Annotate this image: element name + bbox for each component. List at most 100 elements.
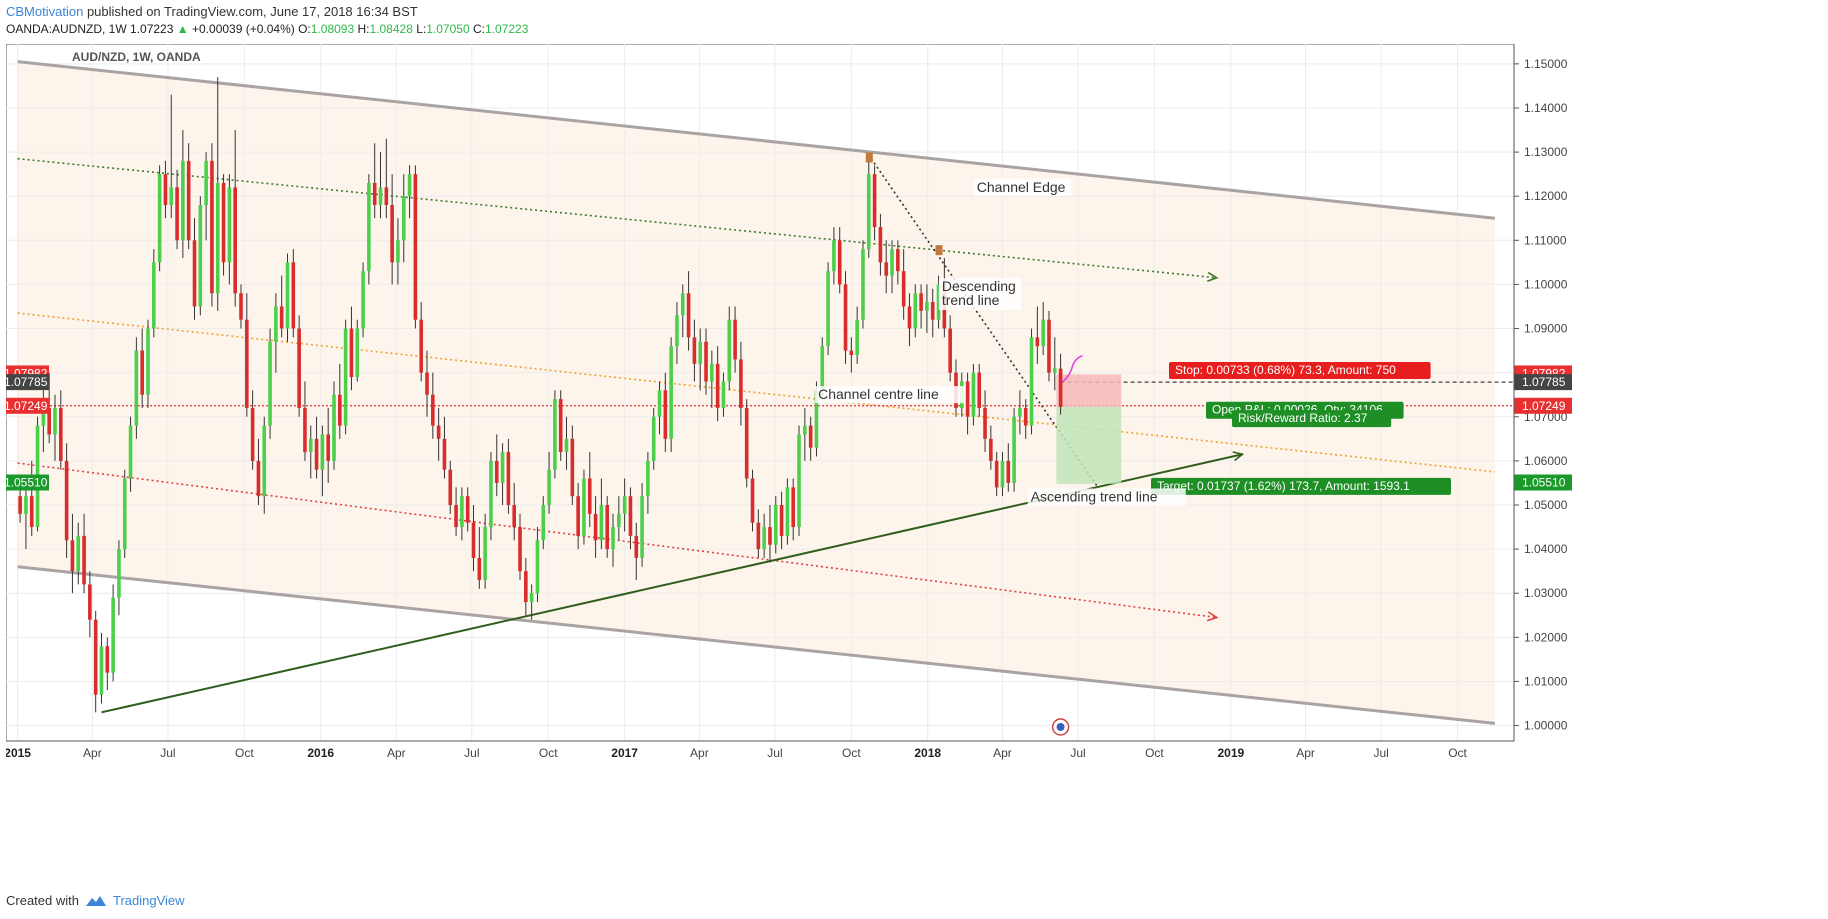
candle [890, 240, 894, 294]
change-up-icon: ▲ [176, 22, 189, 36]
candle-body [680, 293, 685, 316]
price-tag: 1.05510 [1514, 474, 1572, 491]
risk-reward-label-text: Risk/Reward Ratio: 2.37 [1238, 411, 1368, 425]
candle [494, 434, 499, 497]
candle [285, 253, 290, 342]
candle-body [541, 504, 546, 541]
candle-body [611, 527, 615, 550]
channel-edge-text: Channel Edge [977, 179, 1066, 195]
open-label: O: [298, 22, 311, 36]
candle [489, 452, 493, 541]
candle [872, 165, 877, 241]
price-tag-bg [1514, 474, 1572, 491]
candle-body [919, 293, 923, 311]
candle-body [646, 460, 650, 497]
candle-body [326, 434, 330, 461]
close-label: C: [472, 22, 485, 36]
symbol: OANDA:AUDNZD, 1W [6, 22, 127, 36]
candle-body [448, 469, 453, 505]
candle [460, 487, 464, 541]
candle-body [704, 341, 708, 382]
candle-body [163, 174, 168, 206]
candle [483, 513, 487, 589]
candle-body [227, 187, 232, 263]
y-tick-label: 1.11000 [1524, 233, 1567, 247]
risk-reward-label-bg [1232, 410, 1392, 428]
candle [576, 482, 580, 550]
candle [611, 513, 615, 567]
candle [401, 174, 406, 263]
candle [396, 218, 400, 285]
candle-body [1018, 407, 1022, 417]
tradingview-link[interactable]: TradingView [112, 893, 185, 908]
candle [233, 130, 237, 307]
candle-body [692, 337, 697, 364]
channel-centre-line-bg [815, 386, 966, 404]
price-chart[interactable]: Stop: 0.00733 (0.68%) 73.3, Amount: 750 O… [6, 44, 1828, 880]
low-label: L: [416, 22, 427, 36]
candle-body [181, 160, 185, 241]
candle [343, 319, 348, 435]
candle [622, 478, 627, 532]
x-tick-label: Apr [993, 746, 1012, 760]
y-tick-label: 1.14000 [1524, 101, 1568, 115]
candle [76, 522, 81, 585]
candle-body [779, 504, 784, 536]
x-tick-label: 2018 [914, 746, 941, 760]
candle [657, 381, 662, 435]
candle-body [663, 390, 668, 439]
candle-body [500, 452, 505, 483]
publish-header: CBMotivation published on TradingView.co… [6, 4, 418, 19]
candle-body [367, 182, 371, 272]
candle-body [773, 504, 778, 545]
candle-body [727, 319, 732, 382]
candle [111, 584, 115, 682]
candle [843, 271, 848, 364]
candle [262, 416, 267, 514]
channel-fill [17, 61, 1495, 724]
candle-body [814, 390, 819, 448]
candle-body [105, 646, 110, 673]
chart-container[interactable]: Stop: 0.00733 (0.68%) 73.3, Amount: 750 O… [6, 44, 1828, 880]
candle [204, 152, 208, 241]
candle-body [245, 319, 249, 408]
candle-body [739, 359, 743, 408]
candle [367, 174, 371, 285]
candle-body [355, 328, 360, 378]
candle [634, 522, 639, 580]
candle [314, 416, 319, 479]
ascending-arrow [1232, 451, 1245, 462]
candle [308, 425, 313, 479]
candle [454, 487, 458, 536]
y-tick-label: 1.03000 [1524, 586, 1568, 600]
price-tag-left: 1.05510 [6, 474, 49, 491]
candle [791, 478, 796, 541]
candle-body [564, 438, 569, 453]
y-tick-label: 1.10000 [1524, 277, 1568, 291]
low-value: 1.07050 [426, 22, 470, 36]
candle-body [186, 160, 191, 241]
candle [669, 337, 673, 453]
author-link[interactable]: CBMotivation [6, 4, 84, 19]
price-tag: 1.07785 [1514, 374, 1572, 391]
y-tick-label: 1.00000 [1524, 719, 1568, 733]
candle [1058, 353, 1063, 415]
candle-body [1041, 319, 1045, 347]
candle-body [303, 407, 307, 453]
candle [181, 130, 185, 258]
candle-body [785, 487, 790, 536]
candle-body [320, 434, 325, 470]
candle [564, 416, 569, 470]
channel-edge-annotation: Channel Edge [973, 178, 1071, 196]
candle-body [285, 262, 290, 329]
candle [134, 337, 139, 439]
candle [152, 249, 156, 338]
candle-body [70, 540, 75, 572]
candle [215, 77, 220, 311]
x-tick-label: 2019 [1217, 746, 1244, 760]
candle-body [1047, 319, 1051, 373]
y-tick-label: 1.13000 [1524, 145, 1568, 159]
candle-body [442, 438, 447, 470]
candle-body [971, 372, 976, 417]
